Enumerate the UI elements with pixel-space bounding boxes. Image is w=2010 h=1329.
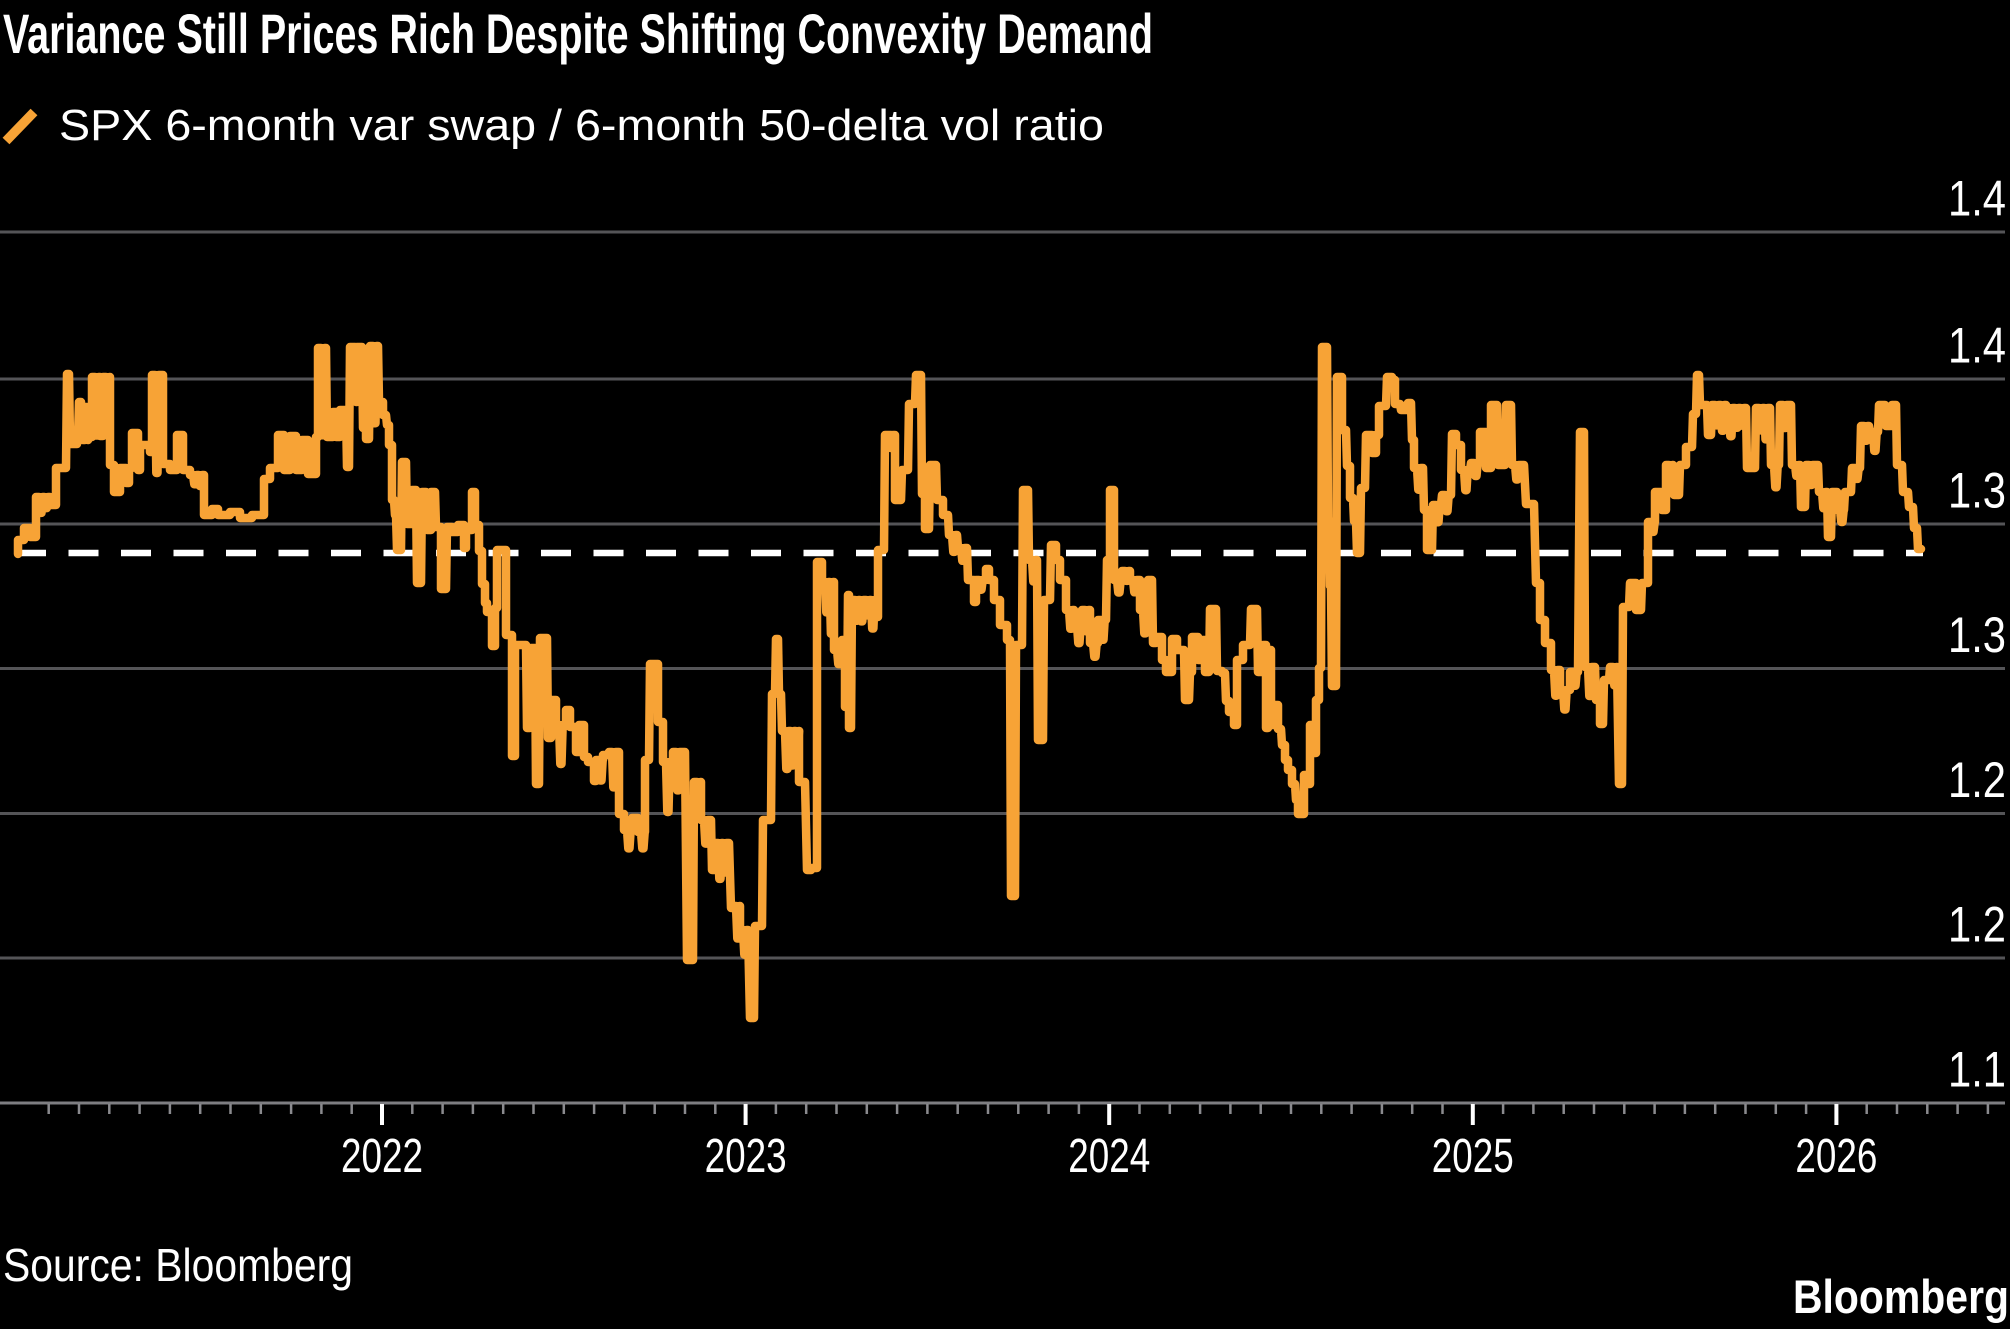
svg-text:2023: 2023 [705, 1130, 787, 1183]
svg-text:2022: 2022 [341, 1130, 423, 1183]
svg-text:2025: 2025 [1432, 1130, 1514, 1183]
svg-text:Bloomberg: Bloomberg [1793, 1270, 2009, 1323]
svg-text:1.4: 1.4 [1948, 171, 2006, 227]
svg-text:Source: Bloomberg: Source: Bloomberg [3, 1239, 353, 1291]
svg-text:2024: 2024 [1068, 1130, 1150, 1183]
svg-text:2026: 2026 [1795, 1130, 1877, 1183]
svg-text:1.2: 1.2 [1948, 897, 2006, 953]
svg-text:1.1: 1.1 [1948, 1042, 2006, 1098]
svg-text:Variance Still Prices Rich Des: Variance Still Prices Rich Despite Shift… [3, 2, 1153, 65]
svg-text:1.3: 1.3 [1948, 463, 2006, 519]
svg-text:1.3: 1.3 [1948, 607, 2006, 663]
svg-text:1.4: 1.4 [1948, 318, 2006, 374]
svg-text:SPX 6-month var swap / 6-month: SPX 6-month var swap / 6-month 50-delta … [59, 101, 1104, 150]
svg-text:1.2: 1.2 [1948, 752, 2006, 808]
